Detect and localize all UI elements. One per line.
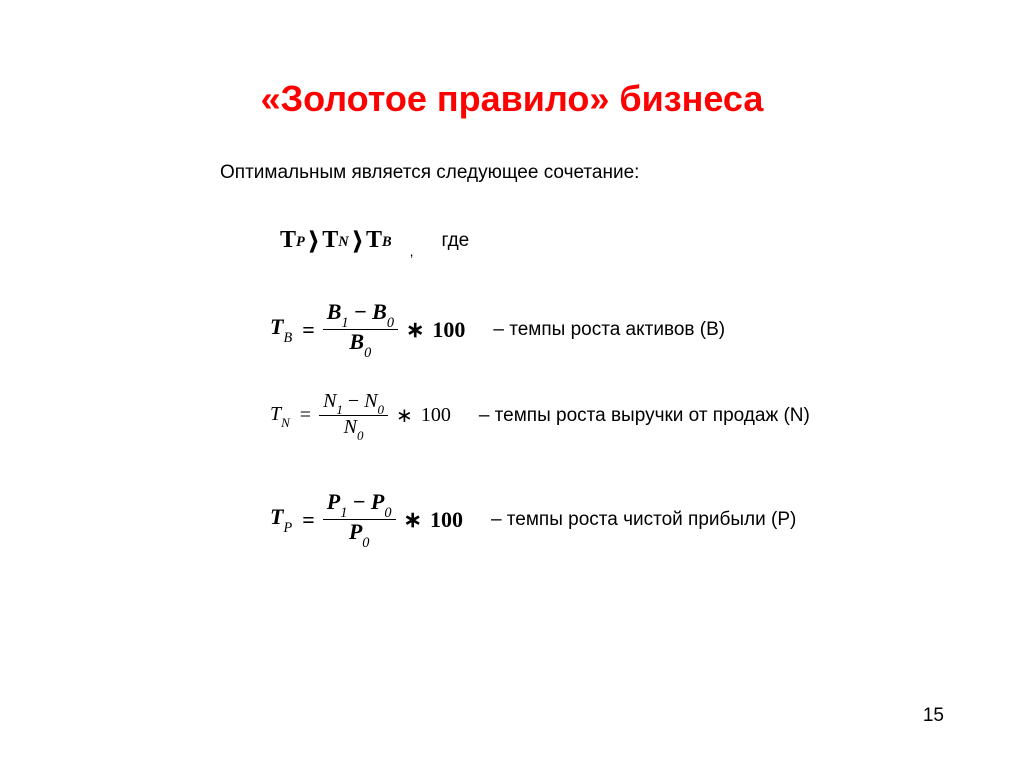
fn-lhs-sub: N xyxy=(281,415,290,430)
formula-b-desc: – темпы роста активов (В) xyxy=(493,319,725,341)
fn-num-a-base: N xyxy=(323,390,336,412)
formula-n: TN = N1 − N0 N0 ∗ 100 xyxy=(270,390,455,442)
fp-hundred: 100 xyxy=(430,507,463,533)
inequality-expression: TP ⟩ TN ⟩ TB xyxy=(280,226,392,255)
fn-den-sub: 0 xyxy=(357,428,364,443)
fp-num-b-sub: 0 xyxy=(384,505,391,521)
fn-star: ∗ xyxy=(396,403,413,428)
gt2: ⟩ xyxy=(346,227,368,256)
formula-b: TB = B1 − B0 B0 ∗ 100 xyxy=(270,300,469,359)
slide-subtitle: Оптимальным является следующее сочетание… xyxy=(220,162,639,184)
formula-row-b: TB = B1 − B0 B0 ∗ 100 – темпы роста акти… xyxy=(270,300,725,359)
fn-lhs-base: T xyxy=(270,403,281,425)
slide-title: «Золотое правило» бизнеса xyxy=(0,78,1024,120)
fb-den-sub: 0 xyxy=(364,345,371,361)
tp-base: T xyxy=(280,227,296,254)
formula-row-p: TP = P1 − P0 P0 ∗ 100 – темпы роста чист… xyxy=(270,490,796,549)
fn-frac: N1 − N0 N0 xyxy=(319,390,388,442)
fp-eq: = xyxy=(302,507,315,533)
tb-sub: B xyxy=(382,234,392,251)
formula-p: TP = P1 − P0 P0 ∗ 100 xyxy=(270,490,467,549)
page-number: 15 xyxy=(923,705,944,727)
fn-eq: = xyxy=(300,404,311,427)
fb-lhs-sub: B xyxy=(283,330,292,346)
fb-minus: − xyxy=(354,299,367,324)
fp-den-base: P xyxy=(349,519,362,544)
fp-minus: − xyxy=(353,489,366,514)
formula-n-desc: – темпы роста выручки от продаж (N) xyxy=(479,405,810,427)
slide: «Золотое правило» бизнеса Оптимальным яв… xyxy=(0,0,1024,767)
fp-den-sub: 0 xyxy=(362,535,369,551)
inequality-row: TP ⟩ TN ⟩ TB , где xyxy=(280,226,469,255)
formula-row-n: TN = N1 − N0 N0 ∗ 100 – темпы роста выру… xyxy=(270,390,810,442)
fp-num-a-base: P xyxy=(327,489,340,514)
tn-base: T xyxy=(322,227,338,254)
fn-den-base: N xyxy=(344,416,357,438)
fn-hundred: 100 xyxy=(421,404,451,427)
fn-num-b-base: N xyxy=(364,390,377,412)
fb-num-b-base: B xyxy=(372,299,387,324)
fp-lhs-sub: P xyxy=(283,520,292,536)
fb-num-a-base: B xyxy=(327,299,342,324)
fb-num-b-sub: 0 xyxy=(387,315,394,331)
fb-frac: B1 − B0 B0 xyxy=(323,300,398,359)
fp-frac: P1 − P0 P0 xyxy=(323,490,396,549)
fb-star: ∗ xyxy=(406,317,424,343)
comma: , xyxy=(410,243,414,259)
fb-hundred: 100 xyxy=(432,317,465,343)
fn-minus: − xyxy=(348,390,359,412)
formula-p-desc: – темпы роста чистой прибыли (Р) xyxy=(491,509,796,531)
fb-num-a-sub: 1 xyxy=(341,315,348,331)
fp-lhs-base: T xyxy=(270,504,283,529)
gt1: ⟩ xyxy=(303,227,325,256)
where-label: где xyxy=(442,230,470,252)
fp-num-b-base: P xyxy=(371,489,384,514)
fp-star: ∗ xyxy=(404,507,422,533)
fb-den-base: B xyxy=(349,329,364,354)
fn-num-a-sub: 1 xyxy=(336,402,343,417)
fb-eq: = xyxy=(302,317,315,343)
fb-lhs-base: T xyxy=(270,314,283,339)
fp-num-a-sub: 1 xyxy=(340,505,347,521)
fn-num-b-sub: 0 xyxy=(378,402,385,417)
